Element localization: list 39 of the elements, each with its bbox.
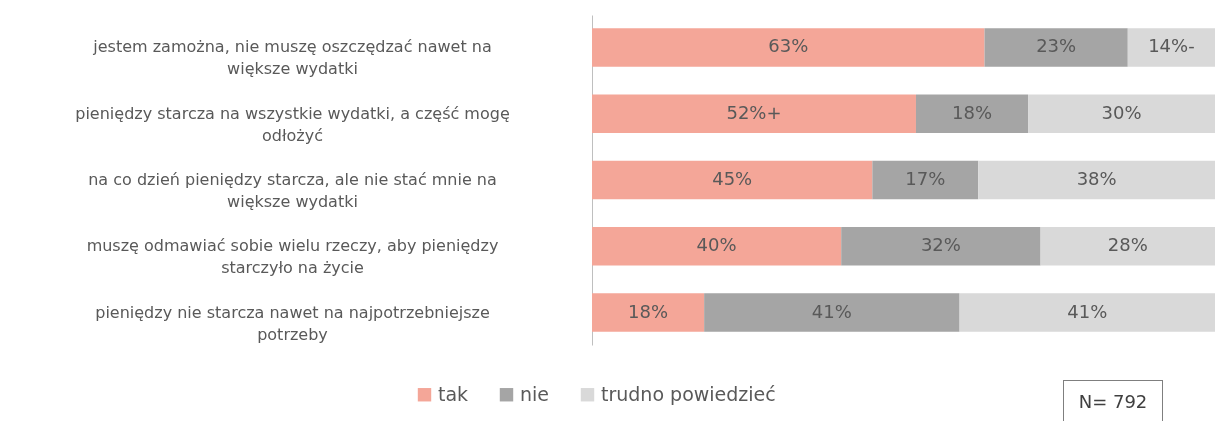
bar <box>704 293 960 332</box>
data-label: 23% <box>1036 35 1077 57</box>
data-label: 18% <box>952 101 993 123</box>
text: N= 792 <box>1063 380 1163 421</box>
data-label: 63% <box>768 35 809 57</box>
bar <box>1028 94 1215 133</box>
data-label: 38% <box>1076 168 1117 189</box>
bar <box>1040 227 1215 266</box>
data-label: 32% <box>920 234 961 256</box>
bar <box>592 28 985 67</box>
data-label: 18% <box>628 300 669 322</box>
data-label: 41% <box>1067 300 1108 322</box>
data-label: 28% <box>1107 234 1148 256</box>
bar <box>592 227 842 266</box>
legend-label: nie <box>520 382 550 405</box>
legend-label: tak <box>438 382 469 405</box>
bar <box>978 160 1215 200</box>
bar <box>592 160 873 200</box>
bar <box>1127 28 1215 67</box>
data-label: 41% <box>811 300 852 322</box>
bar <box>592 293 705 332</box>
bar <box>872 160 979 200</box>
y-tick-label: na co dzień pieniędzy starcza, ale nie stać mnie na większe wydatki <box>88 170 497 211</box>
bar <box>915 94 1029 133</box>
y-tick-label: pieniędzy nie starcza nawet na najpotrzebniejsze potrzeby <box>95 302 490 344</box>
data-label: 14%- <box>1148 35 1195 57</box>
y-tick-label: jestem zamożna, nie muszę oszczędzać nawet na większe wydatki <box>92 37 492 79</box>
bar <box>841 227 1041 266</box>
data-label: 52%+ <box>726 101 782 123</box>
data-label: 40% <box>696 234 737 256</box>
data-label: 45% <box>712 168 753 189</box>
bar <box>959 293 1215 332</box>
bar <box>984 28 1128 67</box>
y-tick-label: muszę odmawiać sobie wielu rzeczy, aby pieniędzy starczyło na życie <box>86 236 499 278</box>
data-label: 17% <box>905 168 946 189</box>
y-tick-label: pieniędzy starcza na wszystkie wydatki, a część mogę odłożyć <box>75 103 510 145</box>
legend-label: trudno powiedzieć <box>601 382 776 405</box>
data-label: 30% <box>1101 101 1142 123</box>
bar <box>592 94 916 133</box>
